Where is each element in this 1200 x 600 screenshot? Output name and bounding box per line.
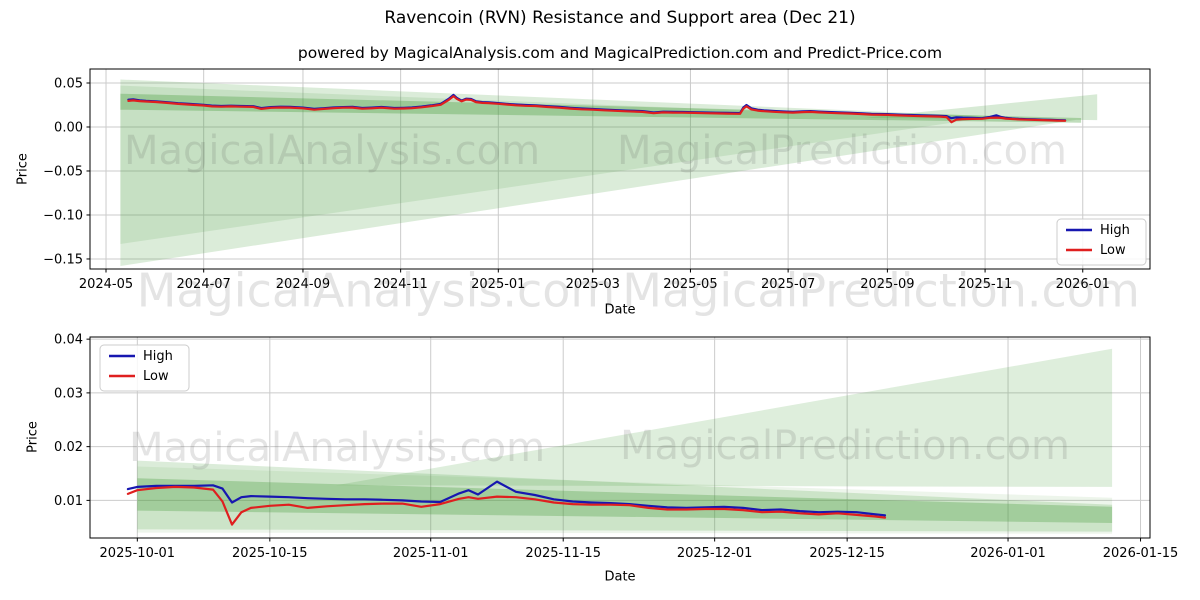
y-tick-label: 0.05 [54,76,83,91]
gridlines [90,69,1150,269]
low-line [126,485,887,526]
watermark-text: MagicalAnalysis.com [124,128,540,174]
x-tick-label: 2026-01-01 [970,546,1046,561]
x-tick-label: 2024-11 [373,277,427,292]
top-xlabel-date: Date [604,302,636,318]
watermark-text: MagicalPrediction.com [620,423,1070,469]
chart-title: Ravencoin (RVN) Resistance and Support a… [384,8,856,28]
chart-subtitle: powered by MagicalAnalysis.com and Magic… [297,44,943,62]
top-chart: MagicalAnalysis.com MagicalPrediction.com… [43,68,1151,292]
legend: High Low [1056,218,1147,266]
y-tick-label: 0.02 [54,440,83,455]
legend-label-low: Low [143,369,169,384]
watermark-text-gap: MagicalPrediction.com [622,264,1140,318]
price-channel-band [137,478,1113,523]
x-tick-label: 2024-07 [177,277,231,292]
support-wedge-inner-band [120,85,974,244]
x-tick-label: 2025-10-01 [100,546,176,561]
y-tick-label: 0.04 [54,333,83,348]
y-tick-label: 0.00 [54,120,83,135]
x-tick-label: 2025-03 [566,277,620,292]
resistance-channel-band [120,93,1082,123]
x-tick-label: 2024-05 [79,277,133,292]
x-tick-label: 2025-12-15 [809,546,885,561]
y-tick-label: 0.03 [54,386,83,401]
x-tick-label: 2025-09 [860,277,914,292]
x-tick-label: 2025-12-01 [677,546,753,561]
support-wedge-outer-band [120,79,1077,266]
x-tick-label: 2025-10-15 [232,546,308,561]
tick-labels: 2025-10-01 2025-10-15 2025-11-01 2025-11-15… [54,333,1178,561]
legend-label-high: High [143,349,173,364]
axes-frame [89,336,1151,539]
y-tick-label: 0.01 [54,494,83,509]
legend-label-low: Low [1100,243,1126,258]
gridlines [90,337,1150,538]
x-tick-label: 2025-11-15 [525,546,601,561]
tick-labels: 2024-05 2024-07 2024-09 2024-11 2025-01 2025-… [43,76,1110,292]
y-tick-label: −0.15 [43,252,83,267]
forecast-wedge-right-band [865,94,1098,121]
x-tick-label: 2025-11 [958,277,1012,292]
watermark-text: MagicalPrediction.com [617,128,1067,174]
x-tick-label: 2025-01 [471,277,525,292]
x-tick-label: 2026-01-15 [1103,546,1179,561]
resistance-wedge-rising-band [336,348,1113,487]
high-line [126,480,887,517]
x-tick-label: 2026-01 [1056,277,1110,292]
bottom-chart: MagicalAnalysis.com MagicalPrediction.com… [54,333,1178,561]
top-ylabel-price: Price [15,153,31,185]
bottom-ylabel-price: Price [25,421,41,453]
x-tick-label: 2025-11-01 [393,546,469,561]
y-tick-label: −0.10 [43,208,83,223]
axes-frame [89,68,1151,270]
low-line [127,95,1067,124]
x-tick-label: 2024-09 [276,277,330,292]
legend-label-high: High [1100,223,1130,238]
watermark-text-gap: MagicalAnalysis.com [137,264,616,318]
y-tick-label: −0.05 [43,164,83,179]
x-tick-label: 2025-05 [663,277,717,292]
legend: High Low [99,344,190,392]
watermark-text: MagicalAnalysis.com [129,425,545,471]
x-tick-label: 2025-07 [761,277,815,292]
bottom-xlabel-date: Date [604,569,636,585]
